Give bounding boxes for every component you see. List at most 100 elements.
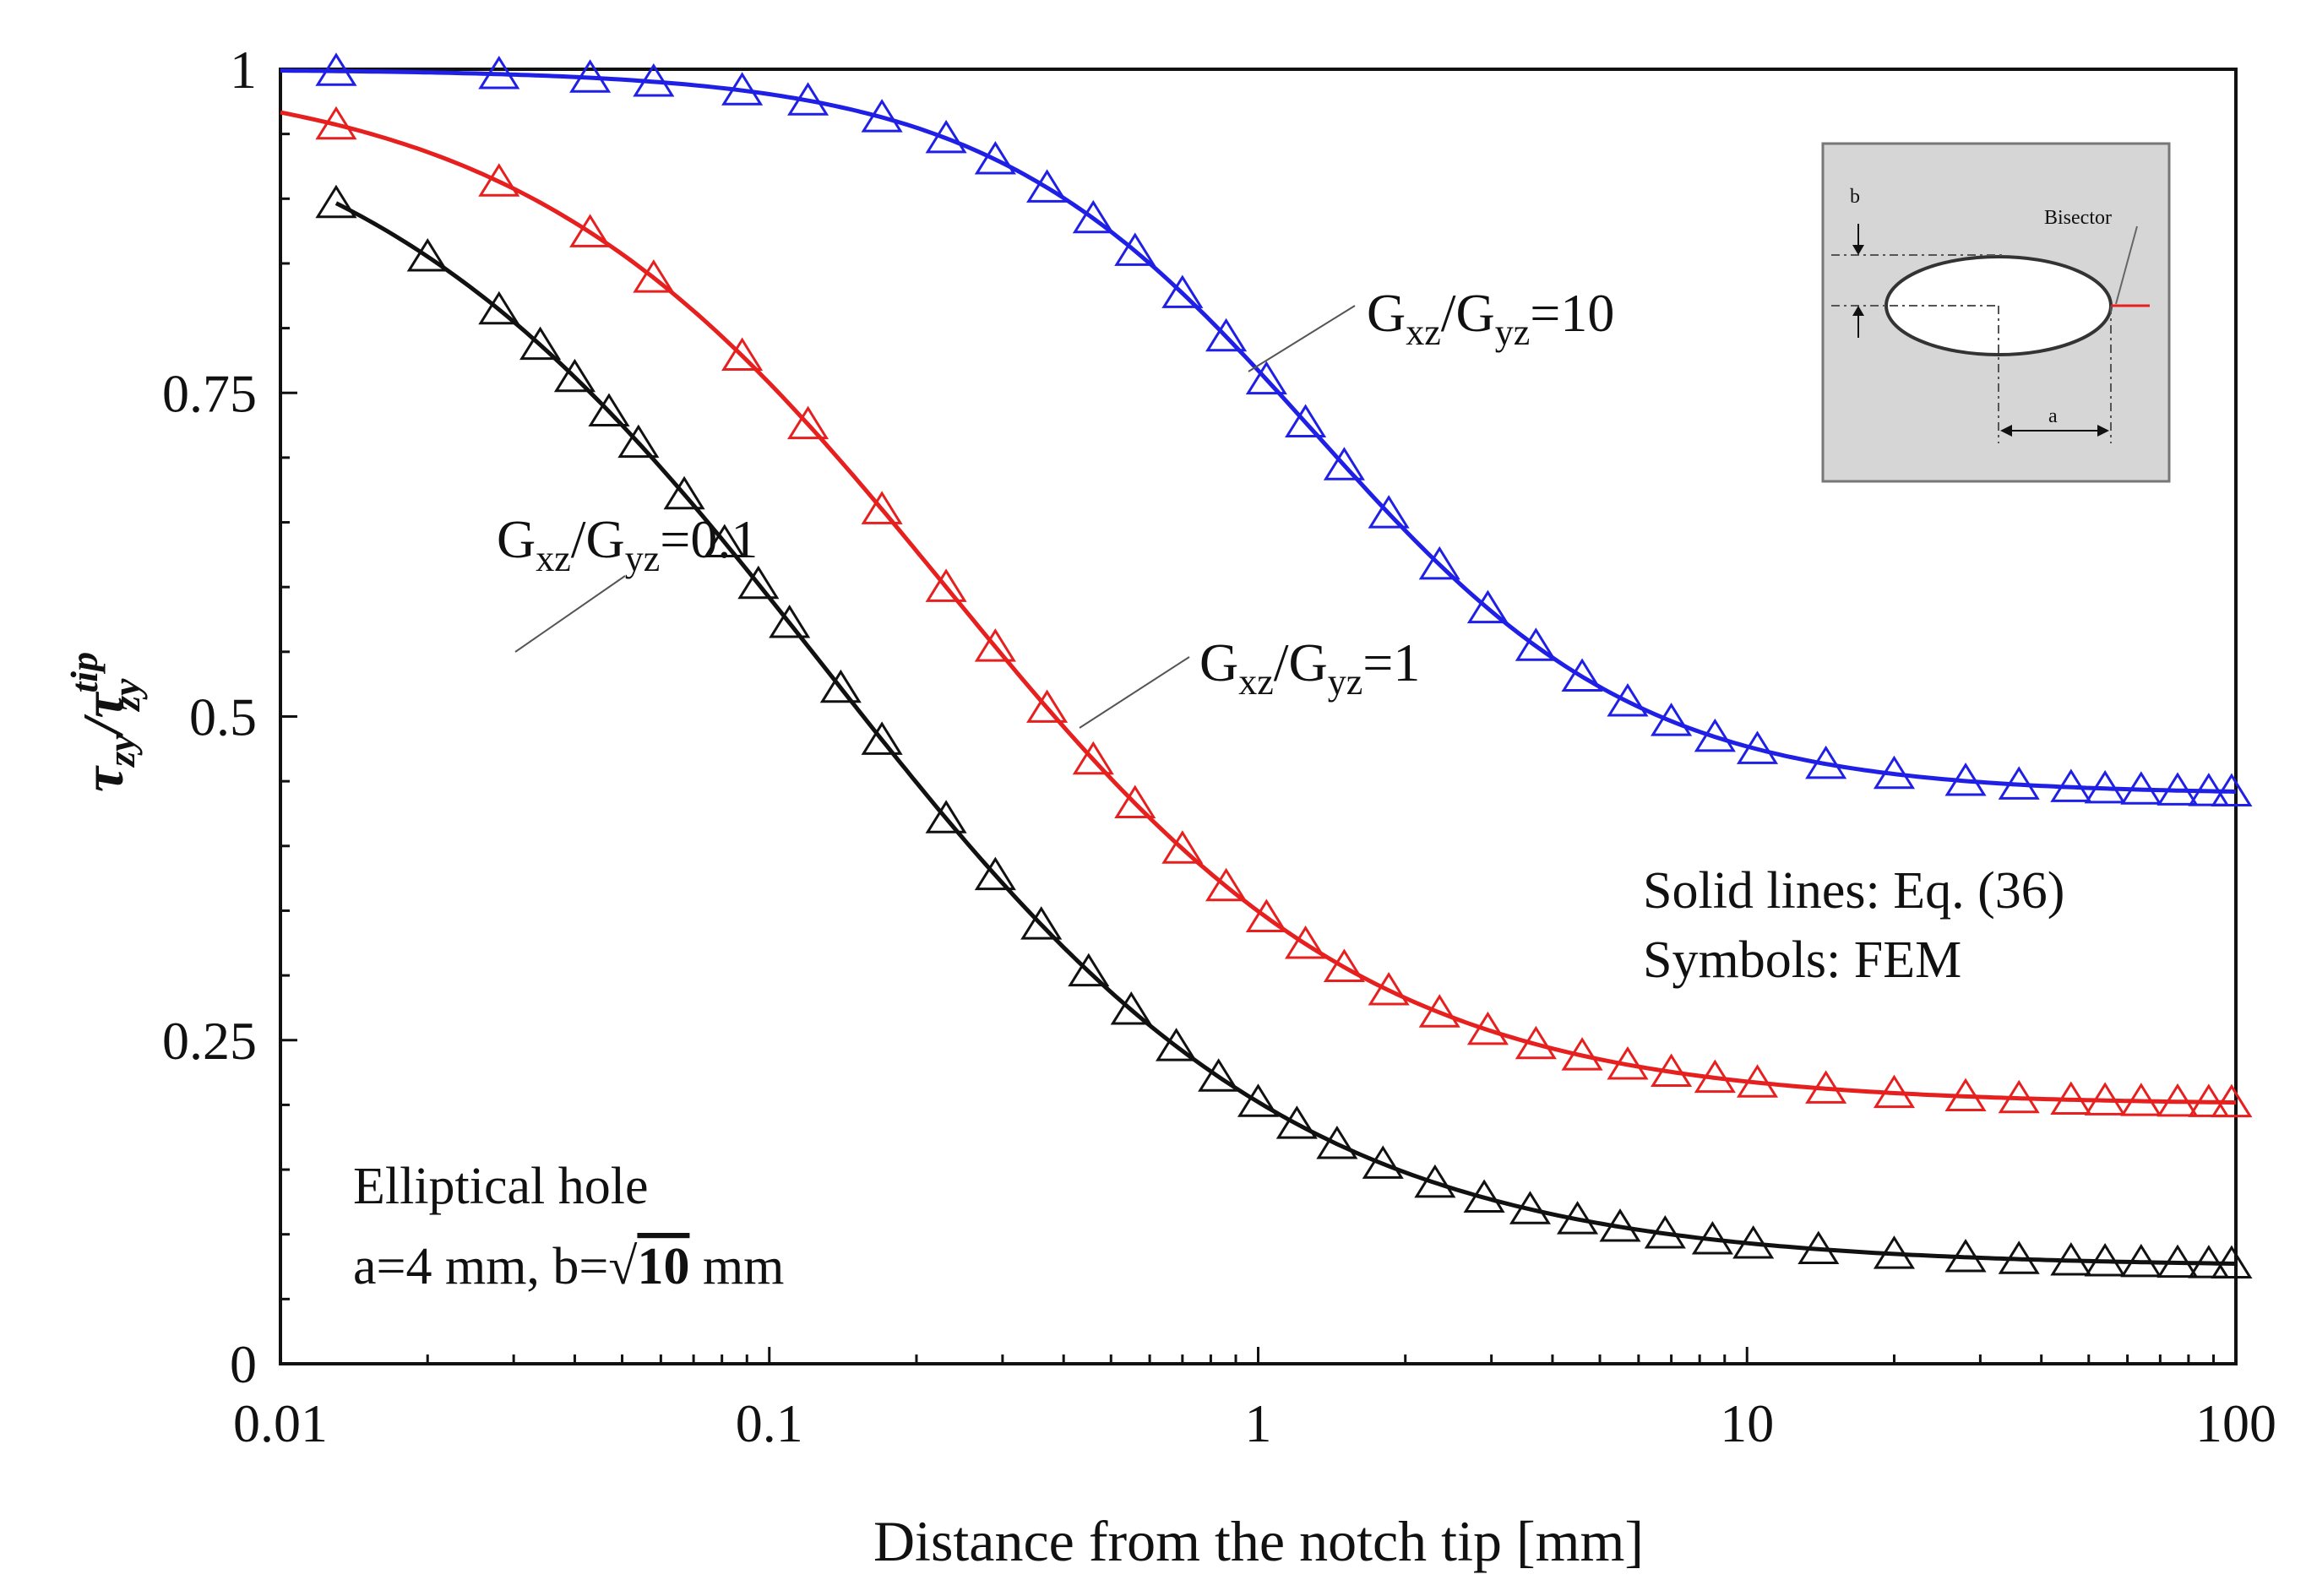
fem-marker [1418,546,1460,580]
fem-marker [1323,447,1365,480]
legend-note-symbols: Symbols: FEM [1643,931,1961,989]
x-tick-label: 1 [1245,1393,1272,1453]
fem-marker [787,405,829,440]
fem-marker [1026,689,1069,723]
fem-marker [2211,773,2253,807]
fem-marker [1694,718,1736,752]
fem-marker [1368,495,1410,529]
fem-marker [2188,1083,2230,1117]
inset-b-arrowhead-bottom [1852,306,1864,316]
inset-b-label: b [1850,186,1860,208]
fem-marker [315,106,357,140]
svg-text:τzy/τtipzy: τzy/τtipzy [63,652,148,792]
fem-marker [1691,1220,1733,1255]
fem-marker [1205,867,1248,902]
y-tick-label: 0.5 [189,687,257,747]
fem-marker [925,568,967,602]
leader-line-ratio-1 [1079,656,1190,729]
leader-line-ratio-0.1 [514,575,626,653]
fem-marker [1068,953,1110,987]
inset-b-arrowhead-top [1852,245,1864,255]
fem-marker [315,184,357,219]
y-axis-ticks: 0 0.25 0.5 0.75 1 [162,40,297,1394]
fem-marker [2188,773,2230,806]
fem-marker [974,856,1016,891]
fem-marker [1607,683,1649,717]
inset-schematic: Bisector b a [1821,142,2171,483]
fem-marker [2084,769,2126,804]
series-line [334,201,2237,1266]
fem-marker [1873,1235,1916,1269]
fem-marker [478,163,520,197]
fem-marker [1736,1064,1779,1098]
fem-marker [569,214,612,247]
fem-marker [2050,768,2092,802]
fem-marker [925,800,967,833]
fem-marker [1161,830,1204,864]
fem-marker [974,628,1016,662]
fem-marker [769,604,811,638]
x-tick-label: 100 [2195,1393,2276,1453]
inset-bisector-label: Bisector [2044,207,2112,229]
fem-marker [704,524,746,557]
fem-marker [1110,991,1152,1025]
x-tick-label: 0.1 [736,1393,803,1453]
legend-note-solid-lines: Solid lines: Eq. (36) [1643,862,2064,920]
fem-marker [861,721,903,755]
fem-marker [1998,1079,2040,1114]
fem-marker [569,59,612,93]
fem-marker [1797,1230,1840,1264]
fem-marker [1198,1058,1240,1092]
fem-marker [1644,1215,1686,1249]
y-axis-title: τzy/τtipzy [63,652,148,792]
curve-label-ratio-0.1: Gxz/Gyz=0.1 [497,509,758,579]
fem-marker [1245,898,1287,932]
inset-bisector-leader [2115,225,2138,305]
fem-marker [1072,199,1114,234]
fem-marker [1651,1053,1693,1088]
inset-a-arrowhead-left [2000,425,2012,437]
fem-marker [1245,361,1287,395]
fem-marker [1944,1239,1987,1273]
fem-marker [1561,1037,1603,1071]
fem-marker [1418,994,1460,1028]
fem-marker [1998,766,2040,800]
fem-marker [2156,1244,2199,1278]
fem-marker [861,491,903,524]
curve-label-ratio-10: Gxz/Gyz=10 [1367,283,1614,353]
y-tick-label: 0.75 [162,363,257,423]
fem-marker [1026,169,1069,203]
fem-marker [1020,906,1063,940]
fem-marker [1607,1045,1649,1080]
sqrt-symbol: √ [608,1238,637,1295]
fem-marker [737,565,780,600]
fem-marker [819,669,862,703]
fem-marker [1285,925,1327,959]
fem-marker [1072,741,1114,775]
fem-marker [1556,1201,1599,1235]
fem-marker [861,99,903,133]
fem-marker [1651,703,1693,736]
fem-marker [2120,1243,2162,1278]
y-tick-label: 1 [230,40,257,100]
fem-marker [315,52,357,86]
fem-marker [974,141,1016,175]
fem-marker [478,55,520,90]
fem-marker [1805,1070,1847,1104]
fem-marker [1237,1083,1280,1117]
fem-marker [519,326,562,361]
fem-marker [721,337,764,372]
fem-marker [1694,1059,1736,1094]
fem-marker [2050,1081,2092,1115]
y-tick-label: 0 [230,1334,257,1394]
fem-marker [588,393,630,426]
series-0 [280,52,2253,807]
x-axis-title: Distance from the notch tip [mm] [873,1509,1644,1573]
fem-marker [1561,658,1603,692]
fem-marker [787,82,829,116]
fem-marker [1515,1025,1557,1060]
fem-marker [925,119,967,154]
fem-marker [1873,755,1916,790]
fem-marker [478,290,520,325]
